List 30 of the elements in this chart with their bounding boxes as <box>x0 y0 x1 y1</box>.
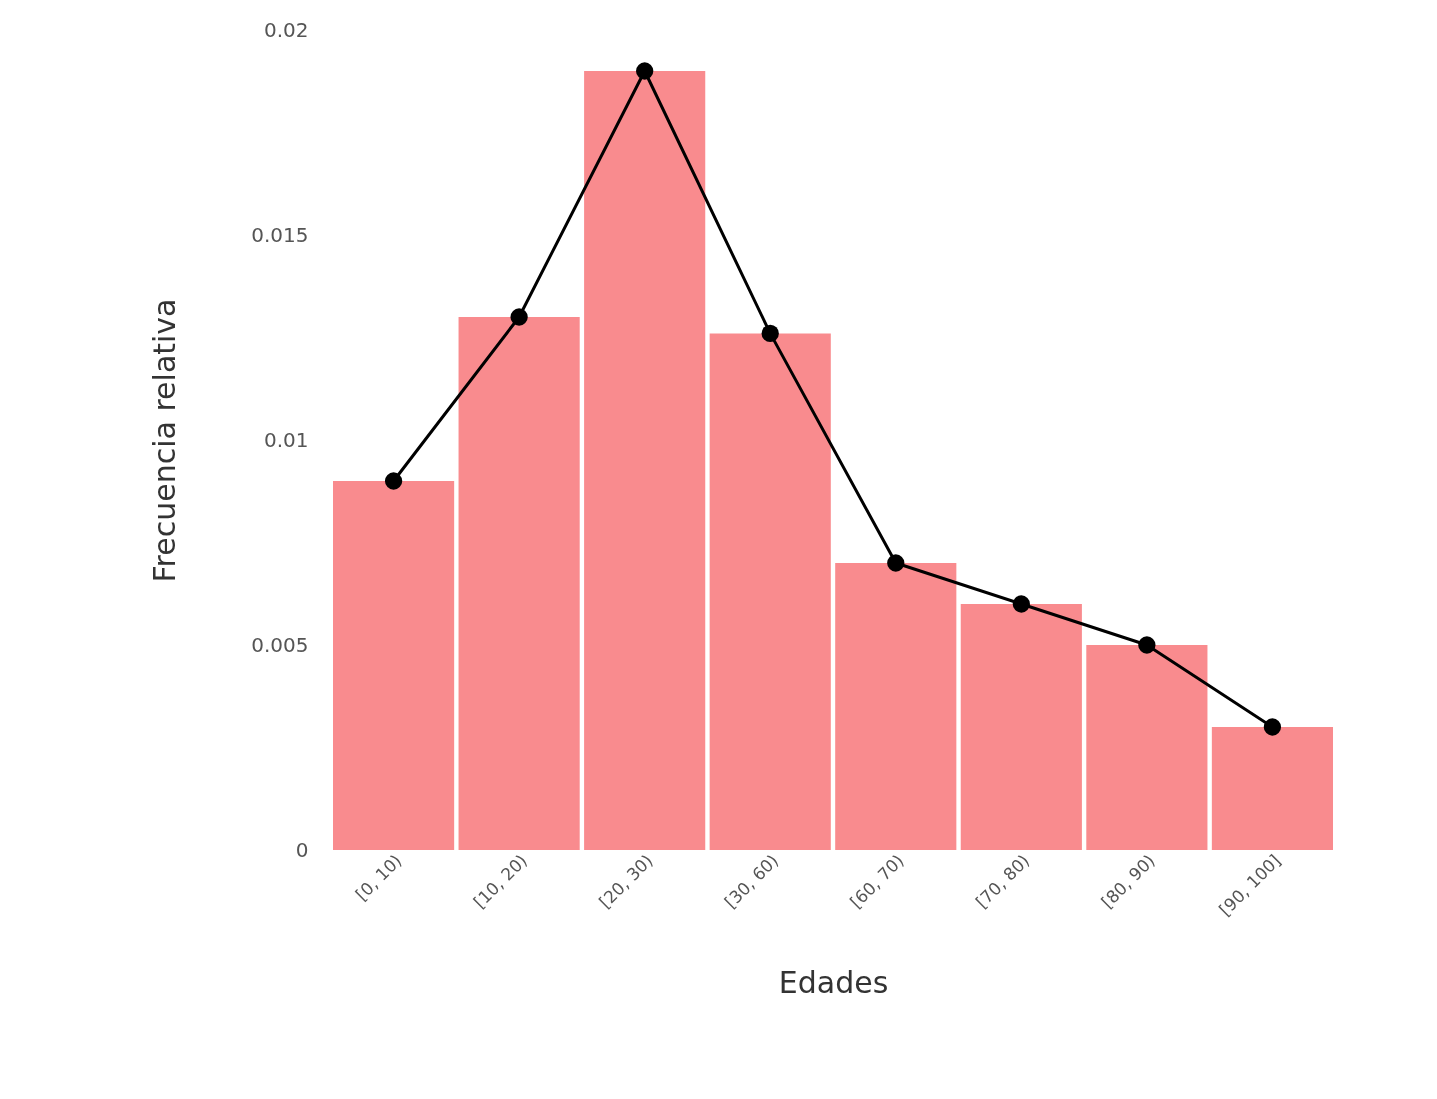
point <box>510 308 528 326</box>
y-tick-label: 0.02 <box>263 17 309 42</box>
x-tick-label: [10, 20) <box>469 850 532 913</box>
y-axis-title: Frecuencia relativa <box>147 298 183 583</box>
bar <box>584 71 706 850</box>
bar <box>333 481 455 850</box>
x-axis-title: Edades <box>778 965 889 1001</box>
bar <box>1086 645 1208 850</box>
bar <box>1211 727 1333 850</box>
x-tick-label: [70, 80) <box>971 850 1034 913</box>
point <box>1263 718 1282 736</box>
x-tick-label: [20, 30) <box>594 850 657 913</box>
point <box>1012 595 1030 613</box>
bar <box>835 563 957 850</box>
y-tick-label: 0 <box>295 837 309 862</box>
point <box>636 62 654 80</box>
y-tick-label: 0.015 <box>251 222 309 247</box>
y-tick-label: 0.005 <box>251 632 309 657</box>
x-tick-label: [30, 60) <box>720 850 783 913</box>
point <box>887 554 905 572</box>
point <box>384 472 403 490</box>
x-tick-label: [0, 10) <box>351 850 406 905</box>
x-tick-label: [80, 90) <box>1097 850 1159 913</box>
bar <box>709 333 831 850</box>
point <box>1138 636 1156 654</box>
point <box>761 324 779 343</box>
bar <box>458 317 580 850</box>
x-tick-label: [60, 70) <box>846 850 908 913</box>
y-tick-label: 0.01 <box>263 427 309 452</box>
bar <box>960 604 1082 850</box>
